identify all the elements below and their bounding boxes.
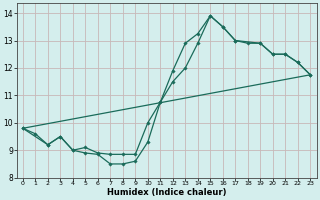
X-axis label: Humidex (Indice chaleur): Humidex (Indice chaleur) [107, 188, 226, 197]
